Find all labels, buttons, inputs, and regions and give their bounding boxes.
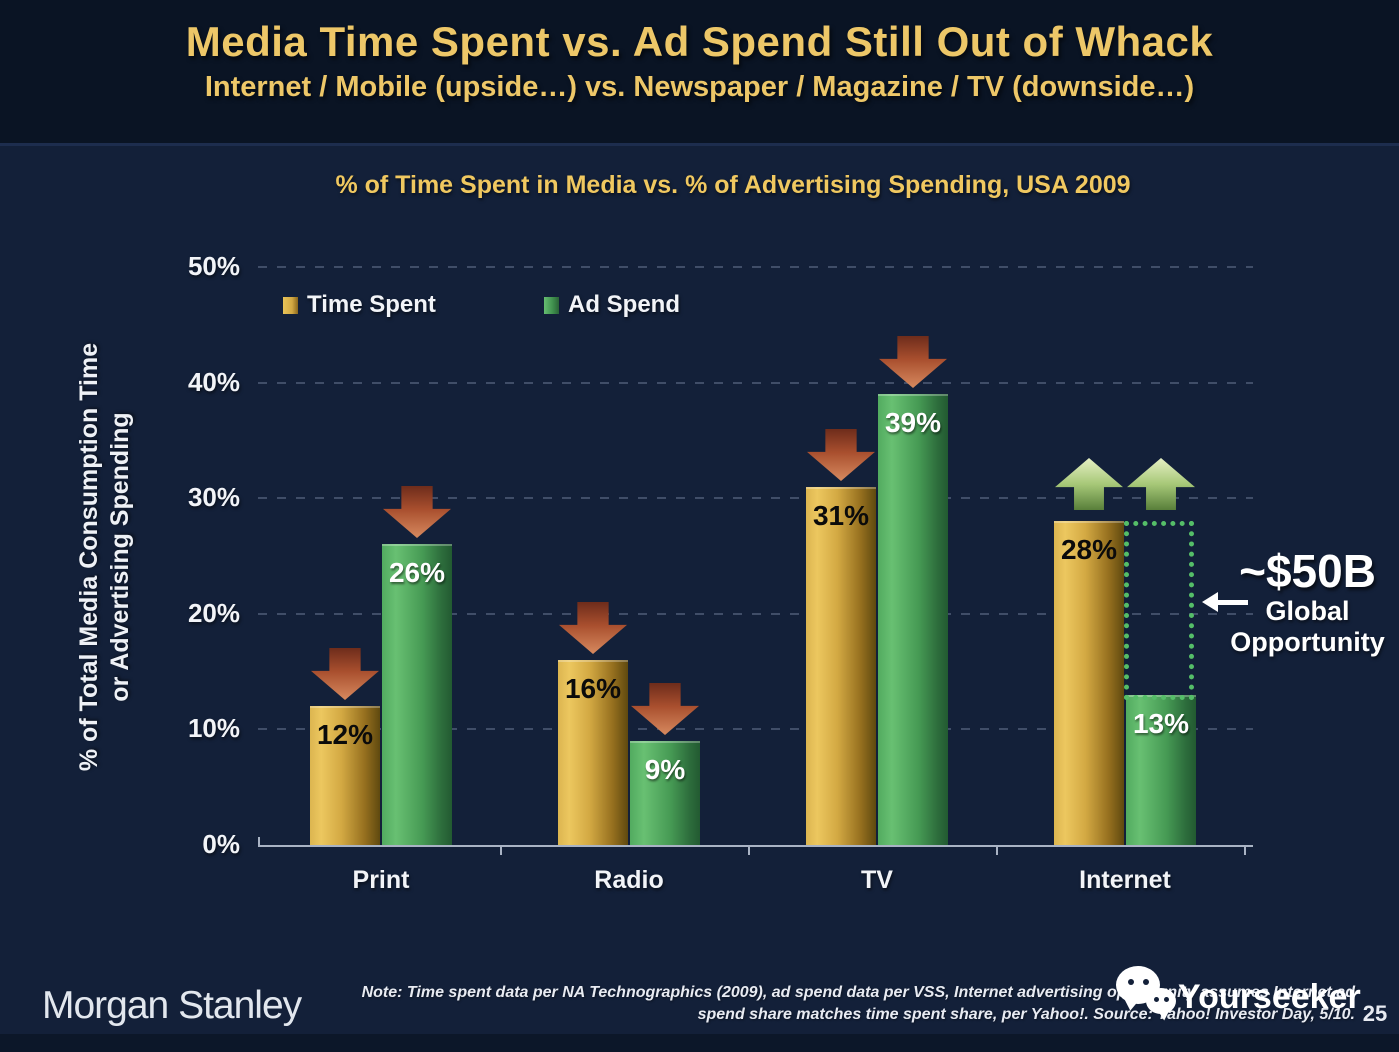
bar-value-label: 16% [564, 673, 622, 704]
bar-value-label: 26% [388, 557, 446, 588]
bar-value-label: 31% [812, 500, 870, 531]
legend-swatch-ad-spend [544, 296, 559, 314]
arrow-up-icon [1055, 458, 1123, 510]
y-axis-label-line2: or Advertising Spending [106, 412, 134, 702]
bar-value-label: 13% [1132, 708, 1190, 739]
source-note-line2: spend share matches time spent share, pe… [697, 1006, 1355, 1023]
source-note: Note: Time spent data per NA Technograph… [300, 982, 1355, 1026]
arrow-down-icon [807, 429, 875, 481]
bar-ad-spend-radio [630, 741, 700, 845]
y-axis-tick-label: 30% [187, 481, 240, 512]
bar-time-spent-internet [1054, 521, 1124, 845]
category-label: Radio [594, 866, 664, 894]
axis-tick [500, 846, 502, 855]
bar-value-label: 9% [644, 754, 686, 785]
bar-time-spent-radio [558, 660, 628, 845]
opportunity-annotation: ~$50B Global Opportunity [1225, 546, 1390, 658]
y-axis-label: % of Total Media Consumption Time or Adv… [74, 257, 136, 857]
arrow-down-icon [559, 602, 627, 654]
brand-logo: Morgan Stanley [42, 984, 302, 1027]
category-label: TV [861, 866, 893, 894]
bottom-strip [0, 1034, 1399, 1052]
opportunity-value: ~$50B [1239, 545, 1376, 597]
legend-label-time-spent: Time Spent [307, 291, 436, 318]
bar-time-spent-tv [806, 487, 876, 845]
opportunity-gap-box [1124, 521, 1194, 700]
page-number: 25 [1362, 1001, 1388, 1026]
legend-swatch-time-spent [283, 296, 298, 314]
axis-tick [1244, 846, 1246, 855]
legend-item-time-spent: Time Spent [283, 291, 436, 318]
gridline [258, 266, 1253, 268]
bar-ad-spend-print [382, 544, 452, 845]
bar-time-spent-print [310, 706, 380, 845]
header-band [0, 0, 1399, 143]
opportunity-label-line1: Global [1265, 596, 1350, 626]
gridline [258, 728, 1253, 730]
bar-value-label: 12% [316, 719, 374, 750]
axis-tick [996, 846, 998, 855]
bar-value-label: 39% [884, 407, 942, 438]
gridline [258, 497, 1253, 499]
arrow-up-icon [1127, 458, 1195, 510]
chart-title: % of Time Spent in Media vs. % of Advert… [335, 171, 1131, 199]
category-label: Print [352, 866, 410, 894]
left-arrow-icon [1202, 592, 1248, 612]
y-axis-tick-label: 40% [187, 366, 240, 397]
opportunity-label-line2: Opportunity [1230, 627, 1385, 657]
gridline [258, 613, 1253, 615]
slide-title: Media Time Spent vs. Ad Spend Still Out … [185, 18, 1214, 65]
bar-ad-spend-tv [878, 394, 948, 845]
axis-origin-tick [258, 837, 260, 846]
header-divider [0, 143, 1399, 146]
category-label: Internet [1079, 866, 1171, 894]
y-axis-tick-label: 50% [187, 250, 240, 281]
watermark: Yourseeker [1108, 962, 1378, 1022]
gridline [258, 382, 1253, 384]
source-note-line1: Note: Time spent data per NA Technograph… [361, 984, 1355, 1001]
axis-tick [748, 846, 750, 855]
y-axis-label-line1: % of Total Media Consumption Time [75, 342, 103, 772]
bar-value-label: 28% [1060, 534, 1118, 565]
y-axis-tick-label: 10% [187, 712, 240, 743]
x-axis-line [258, 845, 1253, 847]
legend-label-ad-spend: Ad Spend [568, 291, 680, 318]
arrow-down-icon [383, 486, 451, 538]
arrow-down-icon [311, 648, 379, 700]
slide-subtitle: Internet / Mobile (upside…) vs. Newspape… [204, 71, 1195, 103]
legend-item-ad-spend: Ad Spend [544, 291, 680, 318]
arrow-down-icon [879, 336, 947, 388]
y-axis-tick-label: 0% [202, 828, 240, 859]
y-axis-tick-label: 20% [187, 597, 240, 628]
watermark-text: Yourseeker [1178, 978, 1361, 1016]
